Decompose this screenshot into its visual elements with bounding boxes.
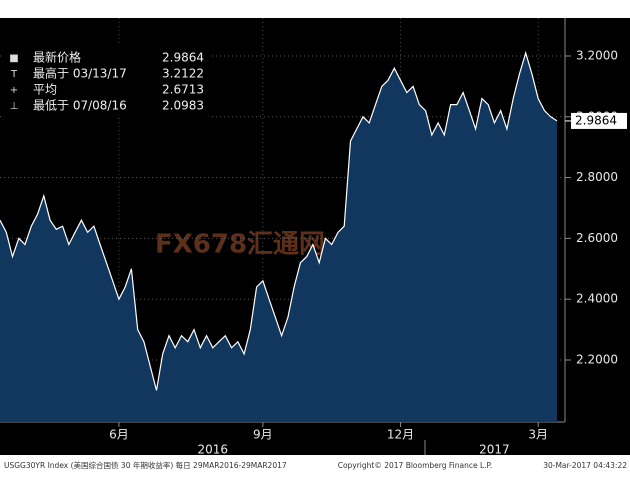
- year-label: 2017: [479, 443, 510, 457]
- last-value-box: [571, 112, 627, 129]
- legend-value: 2.0983: [162, 99, 204, 113]
- legend-label: 平均: [33, 83, 57, 97]
- x-tick-label: 3月: [528, 428, 548, 442]
- year-label: 2016: [198, 443, 229, 457]
- legend-label: 最高于 03/13/17: [33, 66, 127, 81]
- last-value-label: 2.9864: [575, 113, 617, 127]
- legend-symbol: ■: [9, 53, 18, 64]
- line: [0, 50, 558, 391]
- y-tick-label: 2.2000: [576, 352, 618, 366]
- y-tick-label: 2.6000: [576, 231, 618, 245]
- legend-value: 2.6713: [162, 83, 204, 97]
- x-tick-label: 6月: [109, 428, 129, 442]
- footer-left: USGG30YR Index (美国综合国债 30 年期收益率) 每日 29MA…: [4, 460, 287, 470]
- legend-label: 最低于 07/08/16: [33, 99, 127, 113]
- footer-center: Copyright© 2017 Bloomberg Finance L.P.: [338, 461, 493, 470]
- legend-label: 最新价格: [33, 50, 81, 65]
- legend-symbol: ⊥: [10, 101, 19, 112]
- legend-symbol: T: [10, 69, 18, 80]
- legend-bg: [4, 46, 210, 118]
- x-tick-label: 12月: [387, 428, 414, 442]
- y-tick-label: 2.4000: [576, 292, 618, 306]
- x-tick-label: 9月: [253, 428, 273, 442]
- area: [0, 53, 557, 422]
- watermark: FX678汇通网: [155, 230, 325, 260]
- legend-value: 3.2122: [162, 67, 204, 81]
- y-tick-label: 3.2000: [576, 48, 618, 62]
- legend-symbol: +: [10, 85, 18, 96]
- footer-right: 30-Mar-2017 04:43:22: [543, 461, 627, 470]
- legend-value: 2.9864: [162, 51, 204, 65]
- y-tick-label: 2.8000: [576, 170, 618, 184]
